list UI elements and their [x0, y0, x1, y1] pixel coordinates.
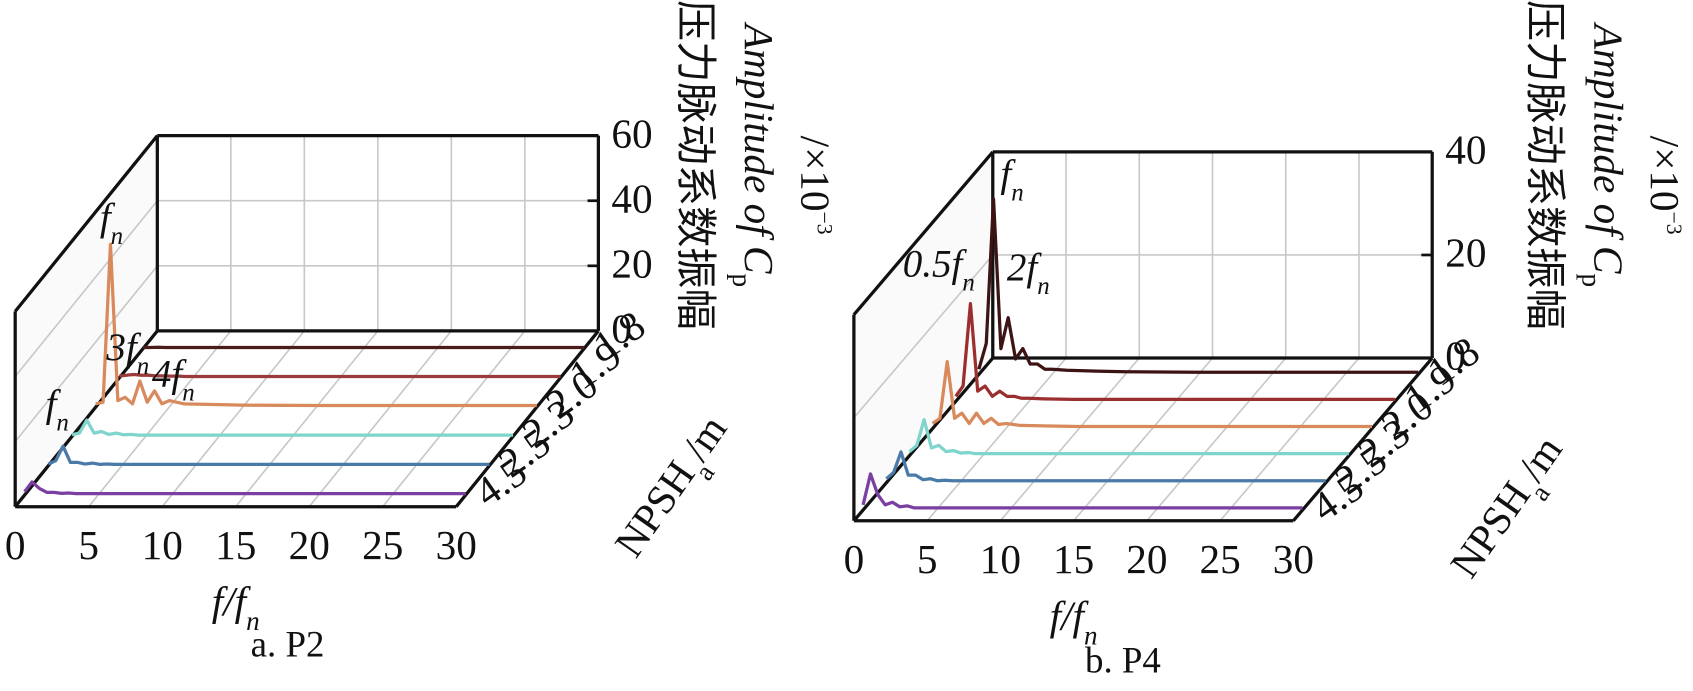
- annotation-part: 3f: [105, 326, 142, 369]
- annotation-part: n: [111, 223, 123, 250]
- x-tick-label: 5: [78, 522, 99, 568]
- annotation: 3fn: [105, 326, 149, 380]
- annotation-part: 2f: [1007, 246, 1043, 289]
- x-tick-label: 0: [844, 536, 865, 582]
- floor-grid-line: [161, 330, 305, 508]
- x-axis-label: f/fn: [212, 578, 260, 636]
- z-axis-label-part: /m: [1508, 427, 1571, 489]
- annotation: 0.5fn: [903, 243, 975, 297]
- y-axis-unit: /×10−3: [792, 136, 838, 235]
- y-axis-label-part: p: [727, 273, 757, 287]
- caption: b. P4: [1085, 640, 1161, 681]
- spectrum-line: [71, 418, 514, 437]
- x-tick-label: 0: [5, 522, 26, 568]
- floor-grid-line: [1219, 357, 1360, 522]
- floor-grid-line: [308, 330, 452, 508]
- x-axis-label-part: n: [1084, 620, 1098, 650]
- spectrum-line: [47, 444, 490, 467]
- axis-frame: [852, 150, 995, 316]
- annotation-part: n: [56, 409, 68, 436]
- spectrum-line: [95, 242, 537, 408]
- y-tick-label: 20: [1445, 230, 1486, 276]
- y-tick-label: 40: [1445, 127, 1486, 173]
- x-axis-label-part: f/f: [212, 578, 252, 624]
- figure-body: 0 5 10 15 20 25 3002040601.81.92.02.32.54.5fn3…: [5, 0, 1688, 681]
- floor-grid-line: [1146, 357, 1287, 522]
- annotation-part: n: [182, 379, 194, 406]
- floor-grid-line: [999, 357, 1140, 522]
- spectrum-line: [977, 197, 1419, 374]
- floor-grid-line: [926, 357, 1067, 522]
- y-axis-label: Amplitude of Cp: [1576, 21, 1631, 287]
- x-tick-label: 25: [362, 522, 403, 568]
- left-grid-line: [853, 254, 994, 419]
- y-axis-unit-part: /×10: [1642, 136, 1688, 212]
- x-tick-label: 15: [1053, 536, 1094, 582]
- floor-grid-line: [235, 330, 379, 508]
- annotation-part: n: [1011, 179, 1023, 206]
- x-axis-label-part: n: [246, 606, 260, 636]
- y-axis-label-part: p: [1576, 273, 1606, 287]
- y-axis-label-part: Amplitude of C: [1585, 21, 1631, 274]
- x-axis-label: f/fn: [1050, 592, 1098, 650]
- axis-frame: [454, 329, 600, 508]
- axis-frame: [1292, 356, 1434, 522]
- annotation: 2fn: [1007, 246, 1050, 300]
- annotation-part: n: [962, 269, 974, 296]
- y-tick-label: 0: [611, 306, 632, 352]
- left-wall: [15, 135, 158, 507]
- floor-grid-line: [88, 330, 232, 508]
- left-grid-line: [14, 200, 158, 378]
- annotation-part: 4f: [152, 352, 188, 395]
- spectrum-line: [885, 450, 1326, 483]
- axis-frame: [13, 134, 159, 313]
- x-tick-label: 30: [436, 522, 477, 568]
- floor-grid-line: [382, 330, 526, 508]
- x-tick-label: 30: [1273, 536, 1314, 582]
- y-tick-label: 0: [1445, 333, 1466, 379]
- spectrum-line: [954, 301, 1396, 402]
- floor-grid-line: [1072, 357, 1214, 522]
- annotation-part: 0.5f: [903, 243, 968, 286]
- y-axis-unit-part: −3: [1662, 212, 1686, 235]
- spectrum-line: [931, 360, 1372, 429]
- x-tick-label: 20: [1126, 536, 1167, 582]
- z-axis-label-part: /m: [673, 407, 736, 469]
- y-axis-label: Amplitude of Cp: [727, 21, 782, 287]
- x-tick-label: 5: [917, 536, 938, 582]
- y-axis-unit-part: /×10: [792, 136, 838, 212]
- spectrum-line: [23, 480, 466, 496]
- y-tick-label: 40: [611, 175, 652, 221]
- x-axis-label-part: f/f: [1050, 592, 1090, 638]
- x-tick-label: 10: [980, 536, 1021, 582]
- y-tick-label: 20: [611, 240, 652, 286]
- z-axis-label: NPSHa/m: [606, 407, 746, 572]
- x-tick-label: 20: [289, 522, 330, 568]
- spectrum-line: [908, 418, 1349, 456]
- x-tick-label: 10: [142, 522, 183, 568]
- x-tick-label: 25: [1199, 536, 1240, 582]
- y-axis-unit: /×10−3: [1642, 136, 1688, 235]
- z-axis-label: NPSHa/m: [1441, 427, 1581, 592]
- caption: a. P2: [251, 623, 325, 664]
- spectrum-line: [861, 472, 1303, 510]
- y-axis-label-cn: 压力脉动系数振幅: [1522, 0, 1568, 330]
- spectrum-line: [119, 372, 561, 379]
- annotation-part: n: [137, 353, 149, 380]
- annotation: 4fn: [152, 352, 195, 406]
- y-axis-label-cn: 压力脉动系数振幅: [673, 0, 719, 330]
- left-grid-line: [14, 265, 158, 443]
- y-axis-unit-part: −3: [813, 212, 837, 235]
- y-axis-label-part: Amplitude of C: [736, 21, 782, 274]
- x-tick-label: 15: [215, 522, 256, 568]
- annotation-part: n: [1037, 272, 1049, 299]
- y-tick-label: 60: [611, 110, 652, 156]
